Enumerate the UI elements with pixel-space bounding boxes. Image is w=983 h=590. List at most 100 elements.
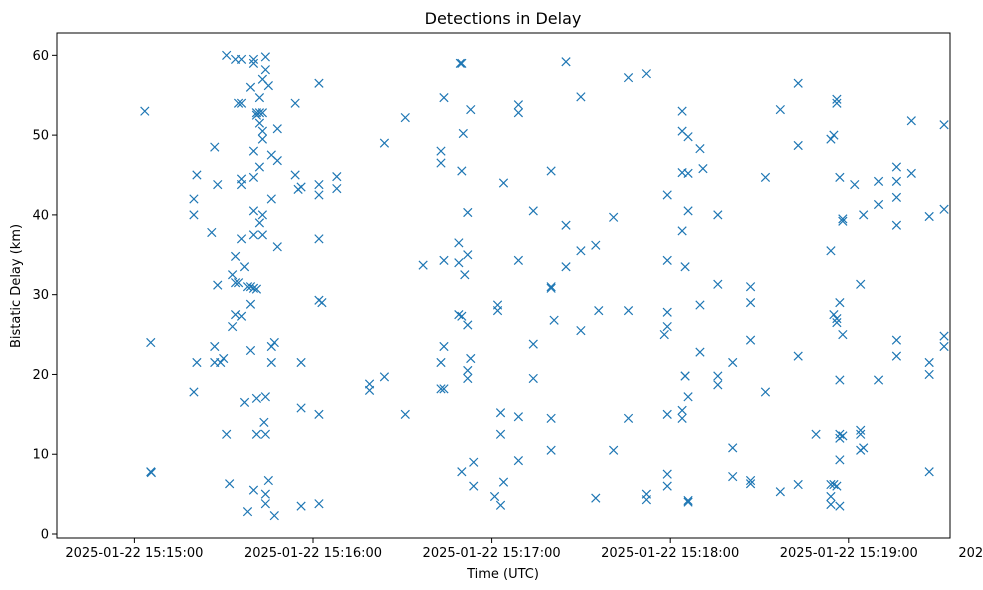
data-point-marker bbox=[891, 335, 902, 345]
data-point-marker bbox=[906, 168, 916, 179]
data-point-marker bbox=[436, 146, 446, 156]
data-point-marker bbox=[233, 98, 244, 108]
data-point-marker bbox=[924, 357, 934, 368]
data-point-marker bbox=[439, 92, 449, 103]
data-point-marker bbox=[623, 413, 634, 423]
data-point-marker bbox=[924, 369, 934, 380]
data-point-marker bbox=[856, 279, 866, 289]
data-point-marker bbox=[939, 341, 949, 352]
data-point-marker bbox=[210, 341, 220, 352]
data-point-marker bbox=[891, 192, 902, 202]
data-point-marker bbox=[683, 497, 693, 507]
data-point-marker bbox=[891, 351, 902, 361]
data-point-marker bbox=[236, 234, 247, 244]
data-point-marker bbox=[364, 385, 375, 396]
y-tick-label: 20 bbox=[32, 368, 49, 383]
data-point-marker bbox=[924, 211, 934, 222]
data-point-marker bbox=[379, 372, 390, 382]
x-tick-label: 2025-01-22 15:18:00 bbox=[601, 546, 739, 561]
data-point-marker bbox=[680, 371, 690, 381]
y-tick-label: 40 bbox=[32, 208, 49, 223]
data-point-marker bbox=[296, 182, 306, 192]
data-point-marker bbox=[457, 311, 467, 321]
data-point-marker bbox=[838, 329, 848, 340]
data-point-marker bbox=[263, 475, 273, 486]
data-point-marker bbox=[260, 65, 270, 75]
x-tick-label: 2025-01-22 15:17:00 bbox=[423, 546, 561, 561]
data-point-marker bbox=[454, 258, 464, 268]
data-point-marker bbox=[793, 351, 803, 361]
data-point-marker bbox=[495, 500, 506, 510]
data-point-marker bbox=[466, 104, 476, 115]
data-point-marker bbox=[251, 429, 262, 439]
data-point-marker bbox=[227, 321, 238, 332]
data-point-marker bbox=[745, 282, 756, 292]
data-point-marker bbox=[290, 170, 300, 180]
data-point-marker bbox=[257, 126, 268, 136]
data-point-marker bbox=[561, 57, 571, 67]
data-point-marker bbox=[793, 78, 803, 88]
data-point-marker bbox=[314, 499, 324, 509]
data-point-marker bbox=[498, 477, 509, 487]
data-point-marker bbox=[146, 467, 156, 478]
data-point-marker bbox=[332, 183, 342, 194]
data-point-marker bbox=[248, 283, 259, 293]
data-point-marker bbox=[227, 270, 238, 280]
data-point-marker bbox=[436, 357, 446, 368]
data-point-marker bbox=[460, 270, 470, 280]
data-point-marker bbox=[260, 429, 270, 439]
data-point-marker bbox=[192, 170, 202, 180]
data-point-marker bbox=[260, 489, 270, 499]
data-point-marker bbox=[680, 262, 690, 272]
data-point-marker bbox=[219, 353, 229, 364]
y-tick-label: 30 bbox=[32, 288, 49, 303]
data-point-marker bbox=[683, 168, 693, 179]
data-point-marker bbox=[266, 341, 276, 352]
data-point-marker bbox=[713, 210, 723, 220]
data-point-marker bbox=[683, 132, 693, 142]
data-point-marker bbox=[561, 262, 571, 272]
data-point-marker bbox=[454, 309, 464, 320]
data-point-marker bbox=[436, 384, 446, 394]
data-point-marker bbox=[458, 128, 468, 139]
data-point-marker bbox=[495, 429, 506, 439]
x-tick-label: 2025-01-22 15:15:00 bbox=[65, 546, 203, 561]
data-point-marker bbox=[439, 341, 449, 352]
data-point-marker bbox=[662, 255, 672, 265]
data-point-marker bbox=[576, 246, 586, 256]
data-point-marker bbox=[662, 307, 672, 317]
data-point-marker bbox=[457, 166, 467, 176]
data-point-marker bbox=[835, 172, 845, 183]
data-point-marker bbox=[236, 54, 247, 64]
data-point-marker bbox=[859, 443, 869, 453]
x-tick-label: 2025-01-22 15:20:00 bbox=[958, 546, 983, 561]
data-point-marker bbox=[838, 214, 848, 224]
data-point-marker bbox=[873, 375, 884, 385]
data-point-marker bbox=[829, 479, 839, 490]
data-point-marker bbox=[317, 298, 327, 308]
data-point-marker bbox=[891, 220, 902, 230]
x-tick-label: 2025-01-22 15:19:00 bbox=[780, 546, 918, 561]
x-tick-label: 2025-01-22 15:16:00 bbox=[244, 546, 382, 561]
data-point-marker bbox=[469, 457, 479, 467]
data-point-marker bbox=[189, 210, 199, 220]
plot-area: 2025-01-22 15:15:00 2025-01-22 15:16:00 20… bbox=[32, 32, 983, 561]
data-point-marker bbox=[832, 94, 842, 104]
data-point-marker bbox=[272, 124, 282, 134]
data-point-marker bbox=[713, 380, 723, 390]
data-point-marker bbox=[498, 178, 509, 188]
data-point-marker bbox=[210, 142, 220, 152]
data-point-marker bbox=[713, 371, 723, 381]
data-point-marker bbox=[745, 298, 756, 308]
data-point-marker bbox=[146, 337, 156, 348]
data-point-marker bbox=[745, 479, 756, 489]
data-point-marker bbox=[832, 481, 842, 491]
data-point-marker bbox=[263, 81, 273, 91]
data-point-marker bbox=[272, 242, 282, 252]
x-axis-label: Time (UTC) bbox=[466, 567, 539, 582]
data-point-marker bbox=[594, 306, 604, 316]
data-point-marker bbox=[546, 413, 556, 423]
data-point-marker bbox=[856, 429, 866, 439]
data-point-marker bbox=[251, 284, 262, 294]
